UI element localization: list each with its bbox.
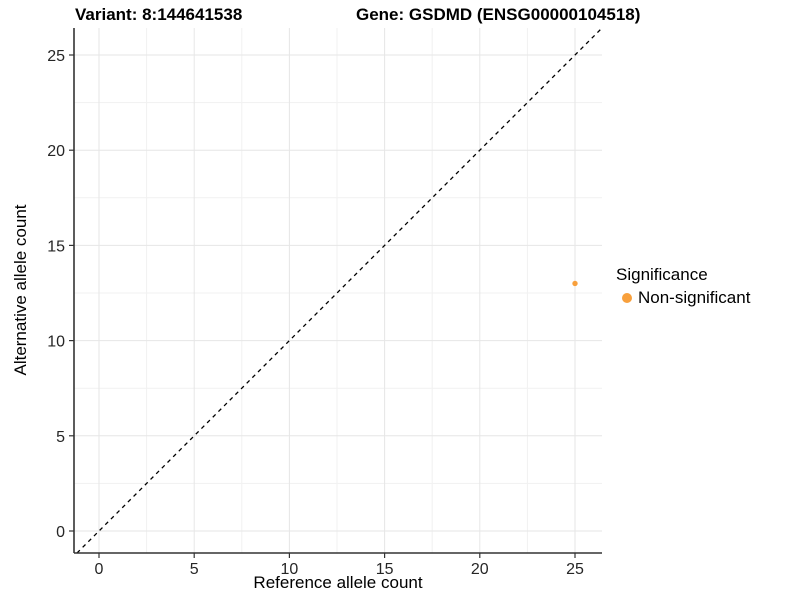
x-tick-label: 5: [190, 561, 199, 578]
x-tick-label: 10: [281, 561, 299, 578]
y-tick-label: 0: [56, 524, 65, 541]
legend-item-non-significant: Non-significant: [616, 287, 750, 308]
variant-title: Variant: 8:144641538: [75, 5, 243, 24]
y-tick-label: 10: [47, 334, 65, 351]
identity-dashed-line: [76, 27, 603, 554]
x-tick-label: 0: [95, 561, 104, 578]
legend-title: Significance: [616, 265, 708, 284]
legend: Significance Non-significant: [616, 264, 750, 308]
x-tick-label: 20: [471, 561, 489, 578]
x-tick-label: 15: [376, 561, 394, 578]
legend-point-icon: [622, 292, 632, 303]
x-axis-title: Reference allele count: [253, 573, 423, 592]
x-tick-label: 25: [566, 561, 584, 578]
y-tick-label: 20: [47, 143, 65, 160]
y-tick-label: 15: [47, 238, 65, 255]
y-tick-label: 5: [56, 429, 65, 446]
legend-item-label: Non-significant: [638, 288, 751, 307]
gene-title: Gene: GSDMD (ENSG00000104518): [356, 5, 641, 24]
data-point: [572, 280, 578, 287]
y-axis-title: Alternative allele count: [11, 204, 30, 376]
y-tick-label: 25: [47, 48, 65, 65]
